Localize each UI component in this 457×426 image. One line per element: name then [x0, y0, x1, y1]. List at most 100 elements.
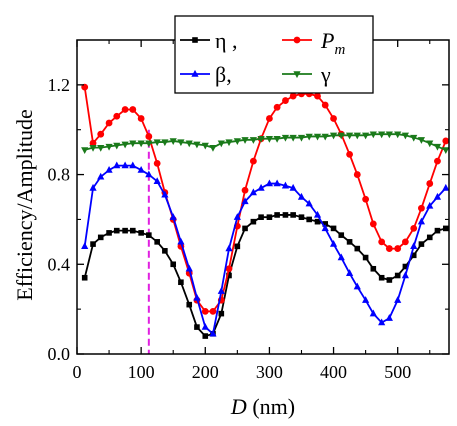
data-point [177, 139, 185, 147]
series-line-3 [84, 133, 447, 151]
data-point [362, 195, 370, 203]
data-point [249, 137, 257, 144]
data-point [89, 144, 97, 152]
x-tick-label: 0 [73, 362, 82, 382]
data-point [378, 238, 386, 246]
x-tick-label: 100 [128, 362, 155, 382]
data-point [386, 277, 393, 283]
x-axis-title: D (nm) [230, 394, 295, 419]
data-point [233, 213, 241, 220]
data-point [369, 220, 377, 228]
data-point [97, 234, 104, 241]
data-point [273, 135, 281, 143]
y-axis-title: Efficiency/Amplitude [12, 109, 37, 300]
data-point [354, 245, 361, 252]
data-point [146, 232, 152, 238]
data-point [113, 142, 121, 150]
data-point [313, 133, 322, 141]
data-point [410, 134, 418, 142]
data-point [346, 150, 353, 158]
data-point [129, 161, 137, 169]
data-point [370, 265, 377, 272]
data-point [106, 230, 112, 236]
data-point [266, 214, 273, 220]
data-point [426, 201, 434, 209]
data-point [378, 131, 386, 139]
data-point [321, 101, 329, 109]
y-tick-label: 0.8 [48, 165, 71, 185]
x-tick-label: 200 [192, 362, 219, 382]
legend-label: Pm [320, 28, 345, 58]
data-point [426, 140, 434, 148]
data-point [401, 238, 409, 246]
data-point [153, 177, 161, 184]
data-point [338, 232, 345, 238]
data-point [121, 106, 129, 113]
data-point [193, 141, 201, 149]
x-tick-label: 400 [320, 362, 347, 382]
data-point [298, 214, 305, 220]
legend-swatch-marker [191, 69, 199, 77]
data-point [193, 293, 201, 301]
data-point [345, 269, 354, 276]
data-point [394, 245, 402, 252]
data-point [385, 314, 393, 321]
data-point [249, 157, 257, 165]
data-point [121, 141, 129, 149]
data-point [241, 137, 249, 144]
data-point [185, 264, 193, 272]
data-point [346, 239, 353, 245]
data-point [322, 221, 329, 227]
data-point [97, 130, 105, 138]
series-line-1 [83, 86, 447, 313]
data-point [274, 212, 280, 218]
data-point [434, 157, 441, 165]
data-point [442, 225, 449, 232]
data-point [161, 190, 169, 198]
data-point [233, 138, 241, 146]
data-point [105, 143, 113, 151]
data-point [265, 135, 274, 143]
data-point [225, 244, 233, 252]
data-point [130, 227, 136, 234]
data-point [394, 272, 401, 279]
data-point [281, 181, 290, 189]
x-tick-label: 500 [384, 362, 411, 382]
data-point [418, 241, 425, 247]
y-tick-label: 0.4 [48, 254, 71, 274]
legend-swatch-marker [293, 71, 301, 79]
legend: η , Pm β, γ [174, 15, 374, 94]
data-point [137, 165, 145, 173]
plot-area [81, 83, 449, 354]
legend-label: γ [320, 62, 331, 87]
data-point [426, 180, 434, 187]
data-point [258, 214, 264, 220]
data-point [97, 144, 105, 152]
data-point [394, 296, 402, 303]
data-point [289, 92, 297, 100]
legend-box [174, 15, 374, 94]
data-point [121, 161, 129, 169]
data-point [225, 265, 233, 273]
data-point [369, 131, 377, 139]
data-point [290, 212, 296, 218]
data-point [330, 225, 337, 232]
x-axis-variable: D [230, 394, 247, 419]
data-point [162, 248, 168, 254]
data-point [161, 139, 169, 147]
data-point [129, 106, 137, 113]
data-point [394, 131, 402, 139]
legend-label: β, [215, 62, 232, 87]
data-point [282, 97, 289, 104]
data-point [209, 144, 217, 152]
data-point [314, 92, 321, 100]
series-3 [81, 131, 449, 154]
data-point [81, 242, 89, 250]
data-point [137, 140, 145, 148]
data-point [417, 137, 426, 144]
data-point [410, 252, 417, 259]
data-point [234, 243, 241, 250]
series-2 [81, 161, 449, 337]
data-point [297, 134, 306, 142]
